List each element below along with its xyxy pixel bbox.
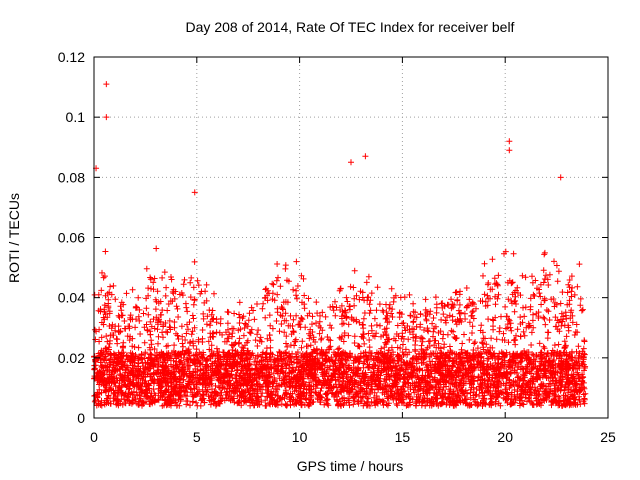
data-point <box>191 189 198 196</box>
x-tick-label: 0 <box>90 429 98 445</box>
chart-title: Day 208 of 2014, Rate Of TEC Index for r… <box>186 19 515 35</box>
x-tick-label: 25 <box>600 429 616 445</box>
x-tick-label: 5 <box>193 429 201 445</box>
x-tick-label: 10 <box>292 429 308 445</box>
data-point <box>348 159 354 166</box>
data-point <box>506 147 513 154</box>
x-tick-label: 15 <box>395 429 411 445</box>
x-tick-label: 20 <box>497 429 513 445</box>
y-tick-label: 0.12 <box>58 49 85 65</box>
x-axis-label: GPS time / hours <box>297 458 404 474</box>
data-point <box>506 138 513 145</box>
data-point-cloud <box>91 245 589 409</box>
data-point <box>557 174 564 181</box>
y-axis-label: ROTI / TECUs <box>6 193 22 283</box>
y-tick-label: 0.04 <box>58 290 85 306</box>
y-tick-label: 0.08 <box>58 169 85 185</box>
axis-ticks: 0 5 10 15 20 25 0 0.02 0.04 0.06 0.08 0.1 0.12 <box>58 49 616 445</box>
y-tick-label: 0 <box>77 410 85 426</box>
data-points <box>91 81 589 409</box>
data-point <box>103 81 110 88</box>
y-tick-label: 0.1 <box>66 109 86 125</box>
data-point <box>103 114 110 121</box>
y-tick-label: 0.02 <box>58 350 85 366</box>
data-point <box>362 153 369 160</box>
y-tick-label: 0.06 <box>58 230 85 246</box>
